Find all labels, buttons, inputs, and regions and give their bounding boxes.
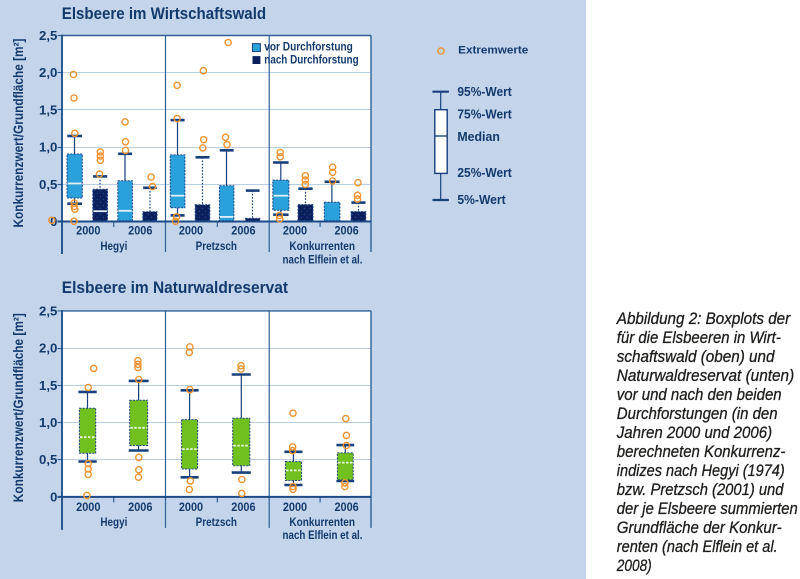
- svg-text:Abbildung 2: Boxplots der: Abbildung 2: Boxplots der: [616, 309, 792, 328]
- svg-text:2006: 2006: [231, 502, 255, 514]
- svg-text:nach Elflein et al.: nach Elflein et al.: [283, 530, 363, 542]
- svg-text:95%-Wert: 95%-Wert: [457, 84, 512, 99]
- svg-text:vor Durchforstung: vor Durchforstung: [264, 39, 353, 53]
- svg-text:Konkurrenten: Konkurrenten: [289, 517, 355, 529]
- svg-text:2008): 2008): [616, 556, 652, 575]
- svg-text:2,0: 2,0: [39, 65, 57, 80]
- svg-text:der je Elsbeere summierten: der je Elsbeere summierten: [617, 499, 798, 518]
- svg-text:1,5: 1,5: [39, 102, 57, 117]
- svg-text:2006: 2006: [334, 502, 358, 514]
- svg-text:Jahren 2000 und 2006): Jahren 2000 und 2006): [616, 423, 772, 442]
- svg-text:Hegyi: Hegyi: [100, 241, 127, 253]
- svg-text:2000: 2000: [179, 225, 203, 237]
- svg-text:Hegyi: Hegyi: [100, 517, 127, 529]
- svg-text:2000: 2000: [76, 502, 100, 514]
- svg-text:2006: 2006: [128, 225, 152, 237]
- svg-text:2006: 2006: [128, 502, 152, 514]
- svg-text:2000: 2000: [283, 502, 307, 514]
- svg-text:indizes nach Hegyi (1974): indizes nach Hegyi (1974): [617, 461, 785, 480]
- svg-text:nach Elflein et al.: nach Elflein et al.: [283, 255, 363, 267]
- svg-text:für die Elsbeeren in Wirt-: für die Elsbeeren in Wirt-: [617, 328, 781, 347]
- svg-text:Konkurrenten: Konkurrenten: [289, 241, 355, 253]
- svg-text:2,5: 2,5: [39, 28, 57, 43]
- svg-text:5%-Wert: 5%-Wert: [457, 192, 506, 207]
- svg-text:bzw. Pretzsch (2001) und: bzw. Pretzsch (2001) und: [617, 480, 784, 499]
- svg-text:Konkurrenzwert/Grundfläche [m²: Konkurrenzwert/Grundfläche [m²]: [11, 39, 26, 228]
- svg-text:2006: 2006: [334, 225, 358, 237]
- svg-text:0,5: 0,5: [39, 452, 57, 467]
- svg-text:Elsbeere im Naturwaldreservat: Elsbeere im Naturwaldreservat: [62, 279, 289, 297]
- svg-text:0: 0: [50, 214, 57, 229]
- svg-text:Durchforstungen (in den: Durchforstungen (in den: [617, 404, 778, 423]
- svg-text:Konkurrenzwert/Grundfläche [m²: Konkurrenzwert/Grundfläche [m²]: [11, 313, 26, 502]
- svg-text:1,0: 1,0: [39, 415, 57, 430]
- svg-text:75%-Wert: 75%-Wert: [457, 107, 512, 122]
- svg-text:schaftswald (oben) und: schaftswald (oben) und: [617, 347, 775, 366]
- svg-text:Median: Median: [457, 129, 500, 144]
- svg-text:25%-Wert: 25%-Wert: [457, 165, 512, 180]
- svg-text:2,0: 2,0: [39, 341, 57, 356]
- svg-text:0,5: 0,5: [39, 177, 57, 192]
- svg-text:2,5: 2,5: [39, 303, 57, 318]
- svg-text:1,0: 1,0: [39, 140, 57, 155]
- svg-text:1,5: 1,5: [39, 378, 57, 393]
- svg-text:renten (nach Elflein et al.: renten (nach Elflein et al.: [617, 537, 778, 556]
- svg-text:Pretzsch: Pretzsch: [196, 517, 237, 529]
- svg-text:nach Durchforstung: nach Durchforstung: [264, 52, 358, 66]
- svg-text:Grundfläche der Konkur-: Grundfläche der Konkur-: [617, 518, 782, 537]
- svg-text:0: 0: [50, 489, 57, 504]
- svg-text:vor und nach den beiden: vor und nach den beiden: [617, 385, 782, 404]
- svg-text:Elsbeere im Wirtschaftswald: Elsbeere im Wirtschaftswald: [62, 5, 266, 23]
- svg-text:2000: 2000: [76, 225, 100, 237]
- svg-text:Extremwerte: Extremwerte: [458, 45, 528, 57]
- svg-text:2000: 2000: [283, 225, 307, 237]
- svg-text:Pretzsch: Pretzsch: [196, 241, 237, 253]
- svg-text:berechneten Konkurrenz-: berechneten Konkurrenz-: [617, 442, 786, 461]
- svg-text:2006: 2006: [231, 225, 255, 237]
- svg-text:2000: 2000: [179, 502, 203, 514]
- svg-text:Naturwaldreservat (unten): Naturwaldreservat (unten): [617, 366, 794, 385]
